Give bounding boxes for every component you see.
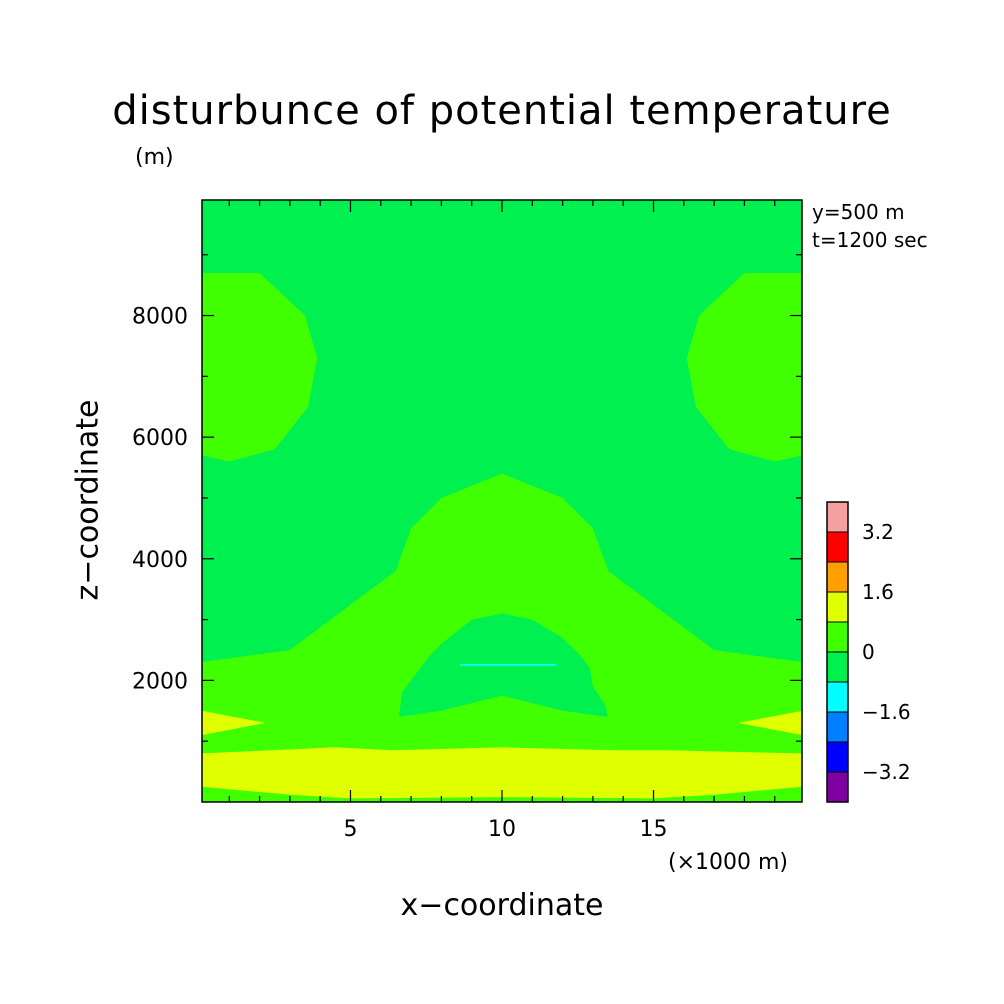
colorbar-frame xyxy=(826,501,849,803)
colorbar-tick-label: 3.2 xyxy=(862,520,894,544)
colorbar-tick-label: −3.2 xyxy=(862,760,911,784)
colorbar: −3.2 −1.6 0 1.6 3.2 xyxy=(826,501,911,803)
x-tick-label: 5 xyxy=(343,817,357,842)
x-unit-label: (×1000 m) xyxy=(668,850,789,875)
colorbar-swatch xyxy=(827,592,848,622)
annotation-y-position: y=500 m xyxy=(812,200,905,224)
colorbar-swatch xyxy=(827,562,848,592)
y-tick-label: 6000 xyxy=(132,426,188,451)
annotation-time: t=1200 sec xyxy=(812,228,928,252)
x-axis-label: x−coordinate xyxy=(400,888,604,923)
contour-region-3 xyxy=(202,747,802,802)
colorbar-swatch xyxy=(827,502,848,532)
colorbar-swatch xyxy=(827,742,848,772)
y-tick-label: 4000 xyxy=(132,548,188,573)
colorbar-tick-label: 0 xyxy=(862,640,875,664)
y-tick-label: 2000 xyxy=(132,669,188,694)
contour-region-1 xyxy=(202,273,318,462)
contour-region-5 xyxy=(738,710,802,736)
contour-region-8 xyxy=(459,664,557,666)
contour-region-4 xyxy=(202,710,266,736)
colorbar-tick-label: −1.6 xyxy=(862,700,911,724)
colorbar-swatch xyxy=(827,712,848,742)
y-tick-label: 8000 xyxy=(132,305,188,330)
z-unit-label: (m) xyxy=(135,145,174,170)
colorbar-swatch xyxy=(827,772,848,802)
colorbar-swatch xyxy=(827,532,848,562)
colorbar-swatch xyxy=(827,622,848,652)
plot-area xyxy=(202,200,802,802)
colorbar-swatch xyxy=(827,652,848,682)
colorbar-swatch xyxy=(827,682,848,712)
chart-title: disturbunce of potential temperature xyxy=(112,88,892,134)
x-tick-label: 10 xyxy=(488,817,516,842)
x-tick-label: 15 xyxy=(640,817,668,842)
colorbar-tick-label: 1.6 xyxy=(862,580,894,604)
plot-axes: 5 10 15 2000 4000 6000 8000 xyxy=(132,199,803,842)
contour-region-2 xyxy=(686,273,802,462)
